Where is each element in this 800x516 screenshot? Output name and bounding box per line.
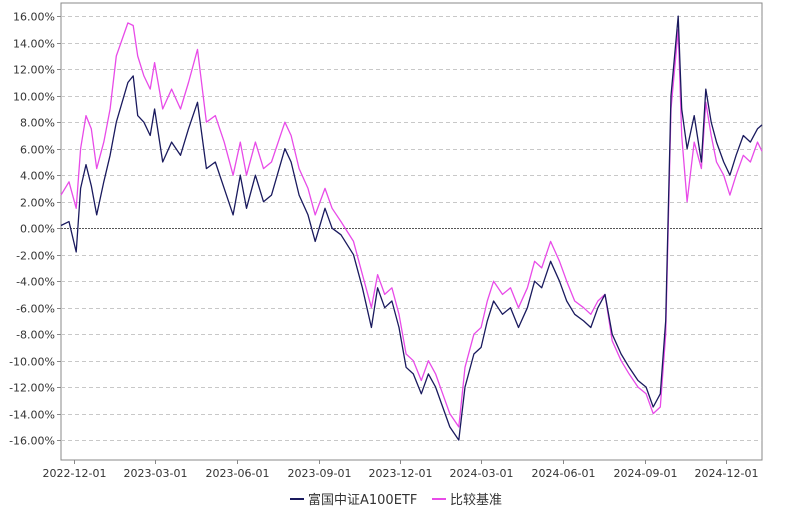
x-tick-label: 2024-03-01 <box>450 467 514 480</box>
legend: 富国中证A100ETF 比较基准 <box>290 492 502 508</box>
y-tick-label: -4.00% <box>16 276 55 289</box>
x-tick-label: 2023-03-01 <box>124 467 188 480</box>
series-lines <box>60 15 763 441</box>
y-tick-label: 0.00% <box>20 223 55 236</box>
series-line-fund <box>60 15 763 441</box>
x-tick-label: 2023-06-01 <box>206 467 270 480</box>
y-axis: 16.00% 14.00% 12.00% 10.00% 8.00% 6.00% 4.00% 2… <box>9 11 61 448</box>
x-tick-label: 2024-12-01 <box>695 467 759 480</box>
y-tick-label: -10.00% <box>9 356 55 369</box>
x-tick-label: 2024-09-01 <box>614 467 678 480</box>
y-tick-label: 4.00% <box>20 170 55 183</box>
y-tick-label: 8.00% <box>20 117 55 130</box>
x-axis: 2022-12-01 2023-03-01 2023-06-01 2023-09-01… <box>43 460 759 480</box>
legend-label-benchmark: 比较基准 <box>450 493 502 508</box>
y-tick-label: -2.00% <box>16 250 55 263</box>
y-tick-label: -14.00% <box>9 409 55 422</box>
x-tick-label: 2023-09-01 <box>288 467 352 480</box>
y-tick-label: -6.00% <box>16 303 55 316</box>
y-tick-label: -12.00% <box>9 382 55 395</box>
plot-area <box>60 2 763 461</box>
grid-lines <box>61 16 762 441</box>
y-tick-label: 14.00% <box>13 38 55 51</box>
legend-label-fund: 富国中证A100ETF <box>308 492 417 508</box>
y-tick-label: -16.00% <box>9 435 55 448</box>
y-tick-label: 16.00% <box>13 11 55 24</box>
x-tick-label: 2022-12-01 <box>43 467 107 480</box>
x-tick-label: 2023-12-01 <box>369 467 433 480</box>
y-tick-label: 6.00% <box>20 144 55 157</box>
y-tick-label: -8.00% <box>16 329 55 342</box>
y-tick-label: 2.00% <box>20 197 55 210</box>
y-tick-label: 10.00% <box>13 91 55 104</box>
x-tick-label: 2024-06-01 <box>532 467 596 480</box>
y-tick-label: 12.00% <box>13 64 55 77</box>
